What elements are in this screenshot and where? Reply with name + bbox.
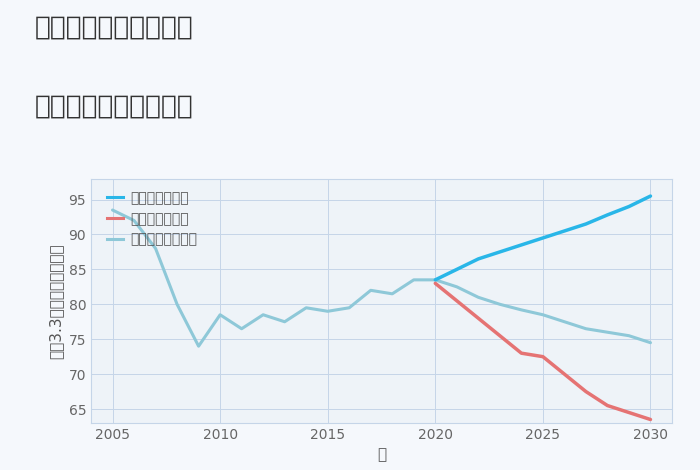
Legend: グッドシナリオ, バッドシナリオ, ノーマルシナリオ: グッドシナリオ, バッドシナリオ, ノーマルシナリオ <box>104 188 200 250</box>
Text: 中古戸建ての価格推移: 中古戸建ての価格推移 <box>35 94 194 120</box>
Y-axis label: 坪（3.3㎡）単価（万円）: 坪（3.3㎡）単価（万円） <box>48 243 63 359</box>
Text: 埼玉県熊谷市上須戸の: 埼玉県熊谷市上須戸の <box>35 14 194 40</box>
X-axis label: 年: 年 <box>377 447 386 462</box>
